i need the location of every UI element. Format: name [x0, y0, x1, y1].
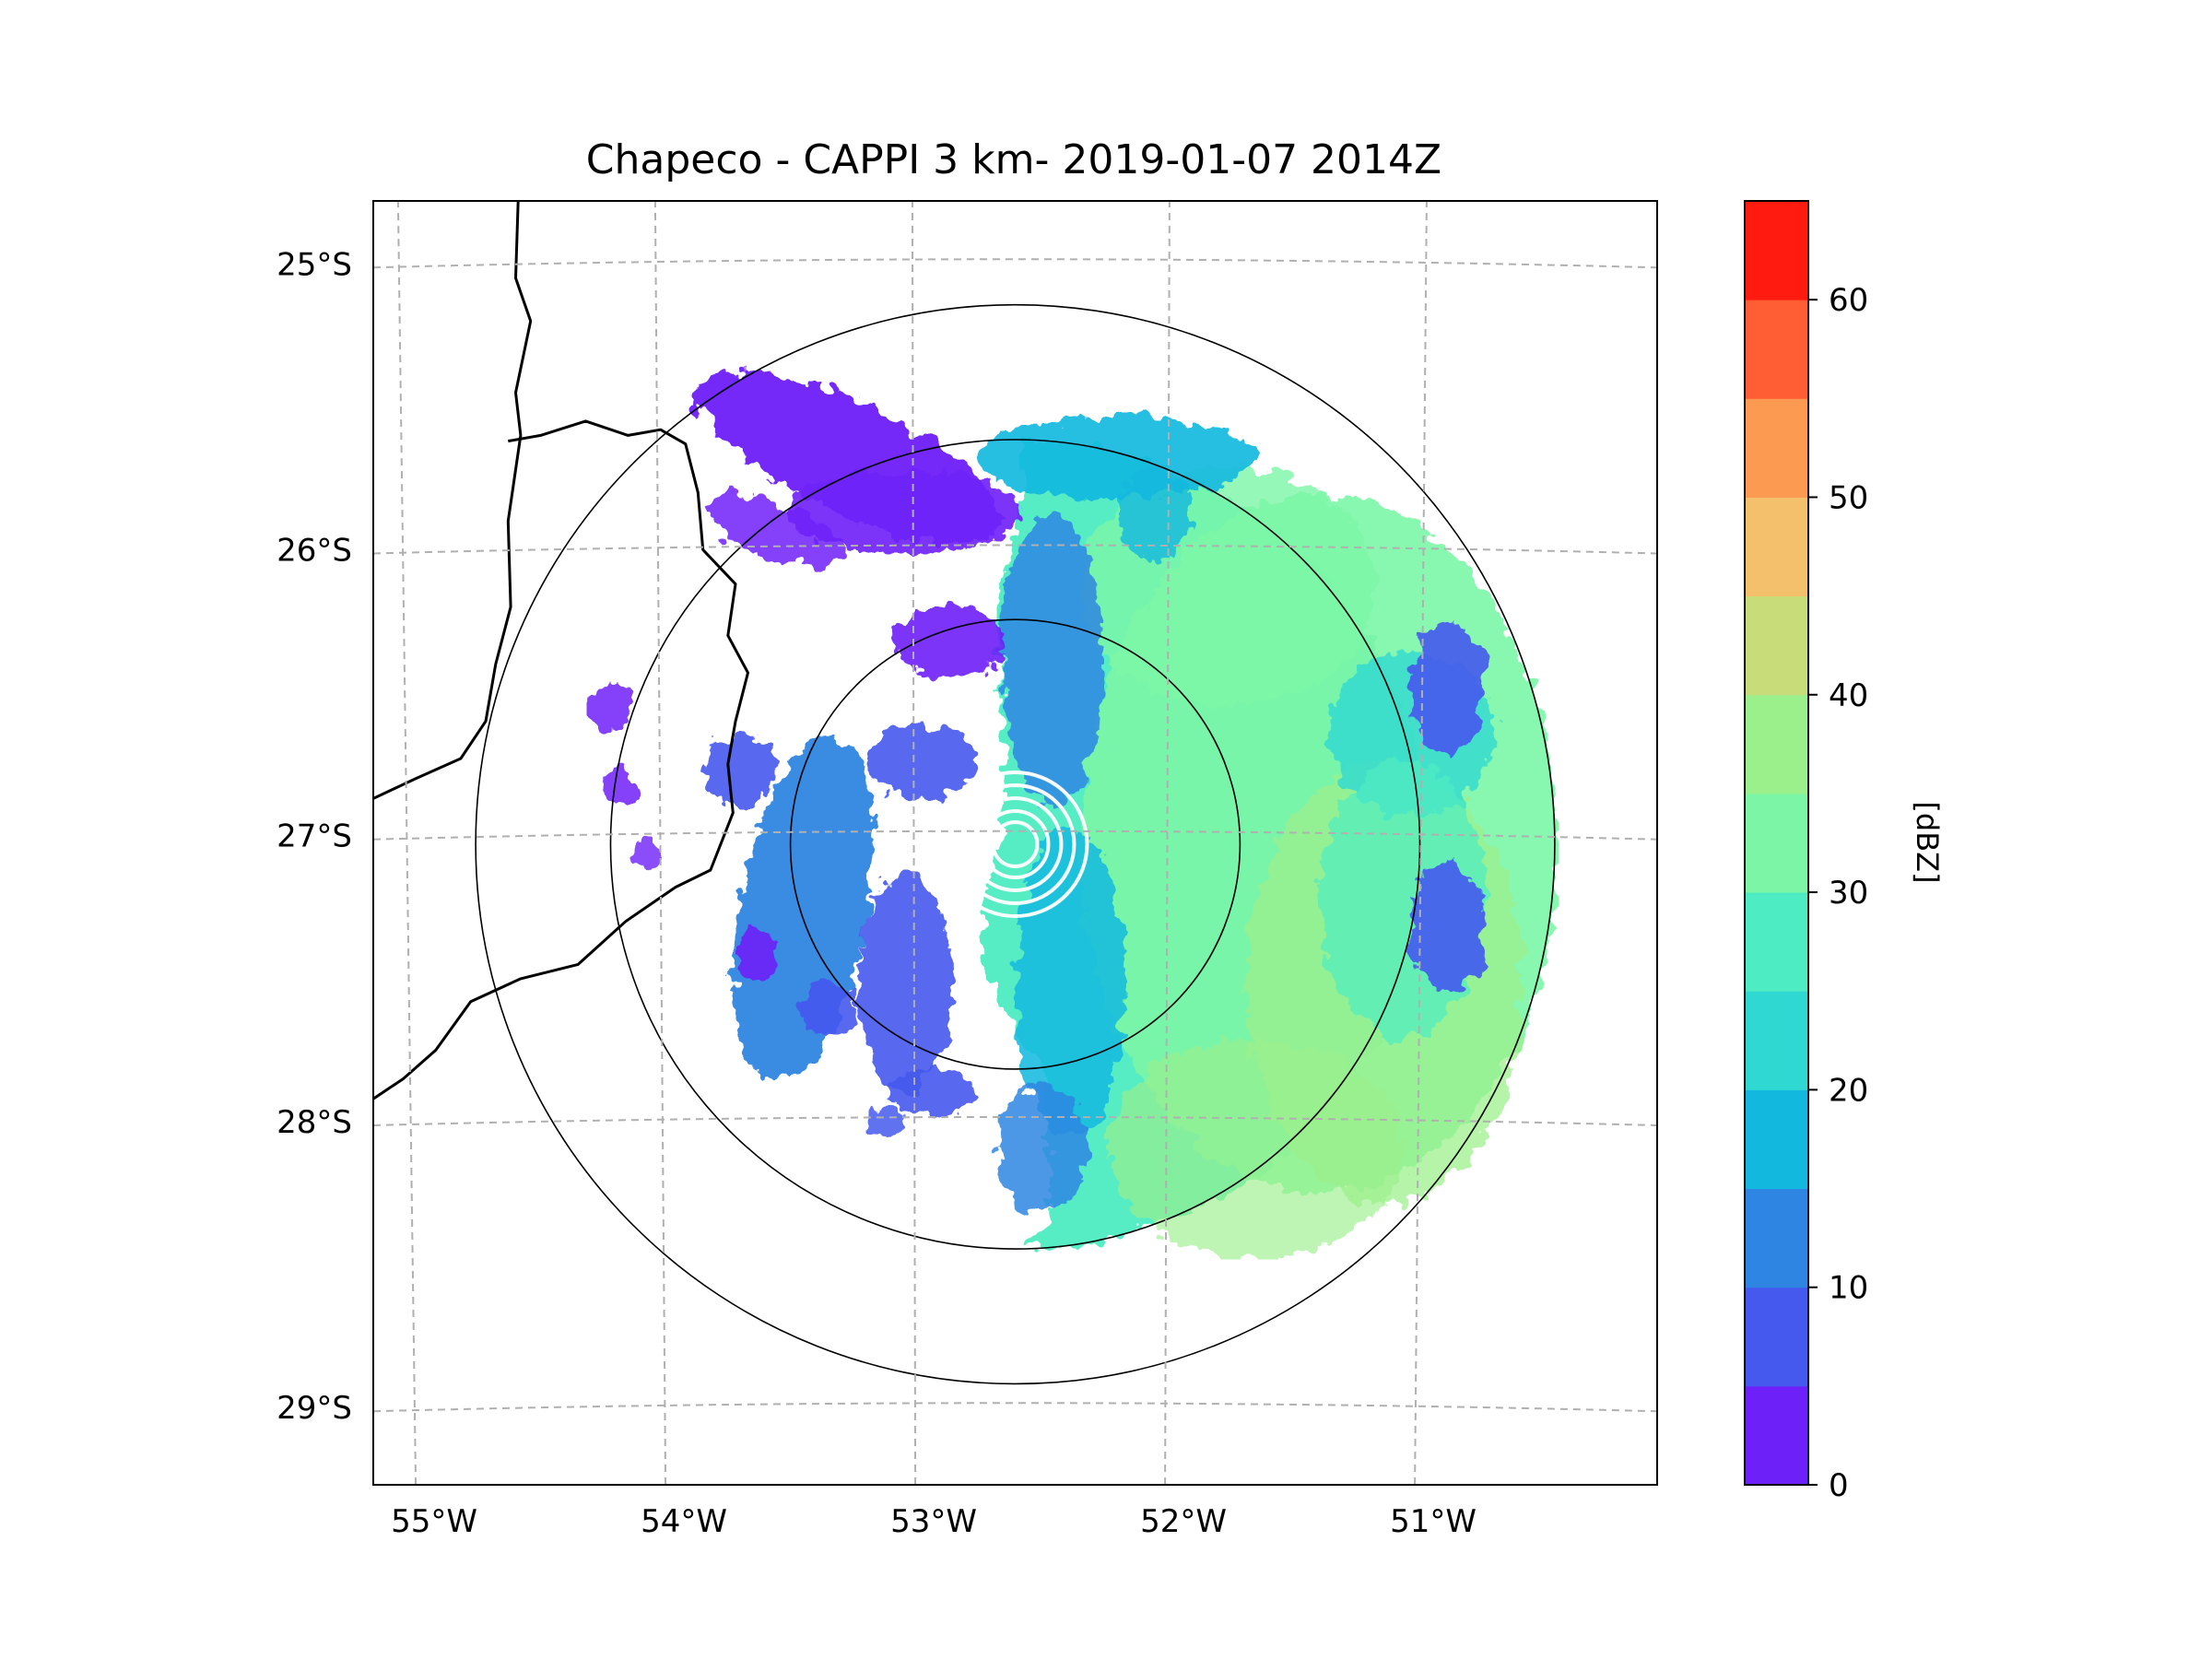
- chart-title: Chapeco - CAPPI 3 km- 2019-01-07 2014Z: [586, 136, 1441, 183]
- echo-cell: [895, 605, 1006, 679]
- country-borders: [373, 201, 749, 1100]
- colorbar-cell: [1745, 595, 1808, 696]
- echo-cell: [600, 771, 638, 808]
- colorbar-tick-label: 30: [1829, 875, 1868, 912]
- range-rings: [475, 303, 1556, 1385]
- colorbar-tick-label: 10: [1829, 1270, 1868, 1307]
- meridian: [911, 201, 917, 1485]
- colorbar-cell: [1745, 1385, 1808, 1486]
- colorbar-cell: [1745, 892, 1808, 992]
- colorbar-tick-label: 20: [1829, 1072, 1868, 1109]
- echo-cell: [803, 982, 859, 1039]
- colorbar-cell: [1745, 793, 1808, 893]
- radar-reflectivity-field: [586, 371, 1559, 1260]
- range-ring: [789, 618, 1241, 1070]
- lat-tick-label: 25°S: [276, 246, 352, 283]
- colorbar-cell: [1745, 201, 1808, 300]
- range-ring: [475, 303, 1556, 1385]
- meridian: [396, 201, 418, 1485]
- echo-cell: [1001, 512, 1103, 808]
- colorbar-cell: [1745, 991, 1808, 1090]
- colorbar-cell: [1745, 497, 1808, 597]
- colorbar-tick-label: 60: [1829, 282, 1868, 319]
- echo-cell: [1411, 623, 1486, 753]
- lon-tick-label: 54°W: [641, 1503, 727, 1540]
- colorbar-frame: [1744, 200, 1809, 1486]
- longitude-tick-labels: 55°W 54°W 53°W 52°W 51°W: [391, 1503, 1477, 1540]
- lon-tick-label: 55°W: [391, 1503, 477, 1540]
- echo-cell: [867, 1108, 905, 1135]
- echo-cell: [858, 872, 951, 1094]
- lat-tick-label: 28°S: [276, 1104, 352, 1141]
- map-panel: [373, 201, 1657, 1485]
- colorbar-cells: [1745, 201, 1808, 1486]
- echo-cell: [996, 1084, 1089, 1214]
- map-frame: [372, 200, 1658, 1486]
- meridian: [653, 201, 667, 1485]
- echo-cell: [701, 734, 776, 808]
- lon-tick-label: 52°W: [1140, 1503, 1227, 1540]
- lon-tick-label: 53°W: [890, 1503, 977, 1540]
- border-line: [373, 419, 749, 1100]
- colorbar-tick-label: 50: [1829, 479, 1868, 516]
- echo-cell: [1411, 863, 1486, 993]
- colorbar: 0 10 20 30 40 50 60 [dBZ]: [1744, 200, 1945, 1504]
- colorbar-ticks: 0 10 20 30 40 50 60: [1808, 282, 1868, 1504]
- echo-cell: [586, 683, 633, 730]
- echo-cell: [1015, 826, 1126, 1140]
- lat-tick-label: 27°S: [276, 818, 352, 855]
- parallel: [373, 1402, 1657, 1413]
- echo-cell: [978, 416, 1255, 500]
- echo-cell: [890, 1070, 974, 1117]
- colorbar-label: [dBZ]: [1910, 801, 1945, 883]
- radar-site-clutter: [941, 771, 1089, 919]
- echo-cell: [738, 927, 776, 983]
- colorbar-cell: [1745, 694, 1808, 794]
- range-ring: [609, 439, 1421, 1250]
- colorbar-cell: [1745, 300, 1808, 399]
- latitude-tick-labels: 25°S 26°S 27°S 28°S 29°S: [276, 246, 352, 1427]
- colorbar-cell: [1745, 398, 1808, 498]
- lon-tick-label: 51°W: [1390, 1503, 1477, 1540]
- border-line: [373, 201, 533, 800]
- echo-cell: [867, 724, 979, 799]
- echo-cell: [705, 494, 846, 568]
- colorbar-cell: [1745, 1188, 1808, 1288]
- echo-cell: [784, 471, 1025, 555]
- colorbar-tick-label: 40: [1829, 677, 1868, 714]
- colorbar-tick-label: 0: [1829, 1467, 1849, 1504]
- echo-cell: [632, 840, 661, 868]
- parallel: [373, 258, 1657, 269]
- lat-tick-label: 26°S: [276, 532, 352, 569]
- echo-cell: [1107, 1038, 1403, 1260]
- colorbar-cell: [1745, 1089, 1808, 1190]
- lat-tick-label: 29°S: [276, 1390, 352, 1427]
- colorbar-cell: [1745, 1287, 1808, 1387]
